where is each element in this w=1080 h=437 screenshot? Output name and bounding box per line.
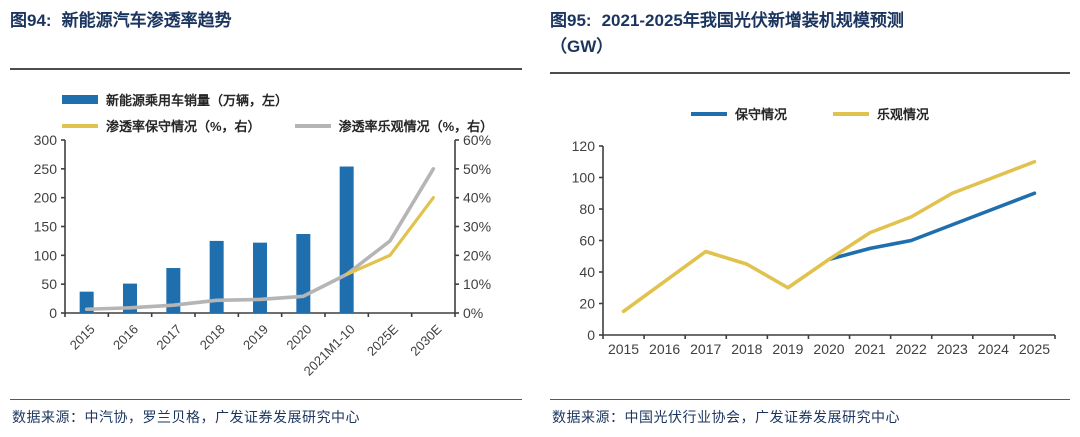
- y-axis-tick-label: 80: [579, 201, 595, 217]
- figure-94-title: 图94: 新能源汽车渗透率趋势: [10, 8, 232, 34]
- legend-label: 新能源乘用车销量（万辆，左）: [106, 93, 289, 108]
- x-axis-category-label: 2020: [283, 322, 314, 353]
- x-axis-category-label: 2016: [110, 322, 141, 353]
- legend-swatch: [62, 95, 98, 104]
- optimistic-line: [621, 159, 1037, 314]
- legend-swatch: [294, 123, 331, 128]
- legend-item: 新能源乘用车销量（万辆，左）: [62, 90, 288, 109]
- x-axis-year-label: 2017: [690, 341, 721, 357]
- x-axis-year-label: 2023: [937, 341, 968, 357]
- legend-item: 保守情况: [690, 104, 787, 123]
- figure-95-title-line2: （GW）: [550, 37, 614, 57]
- figure-95-source-rule: [550, 399, 1070, 400]
- right-axis-tick-label: 60%: [463, 132, 491, 148]
- pv-forecast-chart-canvas: 0 20 40 60 80 100 120 2015 2016 2017 2018 2019 2020 2…: [572, 138, 1056, 357]
- left-axis-tick-label: 200: [34, 190, 58, 206]
- x-axis-year-label: 2015: [608, 341, 639, 357]
- legend-item: 渗透率保守情况（%，右）: [62, 116, 261, 135]
- right-axis-tick-label: 50%: [463, 161, 491, 177]
- x-axis-category-label: 2015: [67, 322, 98, 353]
- legend-swatch: [62, 123, 98, 128]
- x-axis-year-label: 2019: [772, 341, 803, 357]
- figure-94-legend: 新能源乘用车销量（万辆，左） 渗透率保守情况（%，右） 渗透率乐观情况（%，右）: [62, 90, 512, 135]
- left-axis-tick-label: 150: [34, 219, 58, 235]
- legend-swatch: [690, 111, 727, 116]
- x-axis-year-label: 2016: [649, 341, 680, 357]
- figure-94-title-text: 新能源汽车渗透率趋势: [61, 11, 232, 30]
- y-axis-tick-label: 60: [579, 233, 595, 249]
- x-axis-year-label: 2025: [1019, 341, 1050, 357]
- figure-95-label: 图95:: [550, 11, 592, 30]
- optimistic-penetration-line: [84, 167, 436, 312]
- x-axis-category-label: 2019: [240, 322, 271, 353]
- y-axis-tick-label: 0: [587, 327, 595, 343]
- legend-label: 保守情况: [734, 107, 787, 122]
- x-axis-year-label: 2024: [978, 341, 1009, 357]
- x-axis-year-label: 2021: [855, 341, 886, 357]
- sales-bar: [123, 283, 137, 313]
- y-axis-tick-label: 100: [572, 170, 596, 186]
- conservative-penetration-line: [345, 196, 435, 276]
- left-axis-tick-label: 250: [34, 161, 58, 177]
- x-axis-category-label: 2025E: [364, 321, 401, 358]
- right-axis-tick-label: 30%: [463, 219, 491, 235]
- left-axis-tick-label: 50: [41, 276, 57, 292]
- figure-94-source-rule: [10, 399, 522, 400]
- figure-95-title-text: 2021-2025年我国光伏新增装机规模预测: [601, 11, 904, 30]
- figure-95-legend: 保守情况 乐观情况: [550, 104, 1070, 123]
- legend-item: 渗透率乐观情况（%，右）: [294, 116, 494, 135]
- sales-bar: [296, 233, 311, 313]
- y-axis-tick-label: 120: [572, 138, 596, 154]
- figure-94-title-rule: [10, 68, 522, 70]
- legend-swatch: [833, 111, 869, 116]
- y-axis-tick-label: 40: [579, 264, 595, 280]
- figure-94-source: 数据来源：中汽协，罗兰贝格，广发证券发展研究中心: [12, 409, 360, 425]
- sales-bar: [209, 240, 224, 313]
- sales-bar: [339, 166, 354, 313]
- x-axis-year-label: 2018: [731, 341, 762, 357]
- left-axis-tick-label: 0: [49, 305, 57, 321]
- left-axis-tick-label: 100: [34, 247, 58, 263]
- legend-label: 渗透率乐观情况（%，右）: [338, 119, 494, 134]
- x-axis-category-label: 2030E: [407, 321, 444, 358]
- figure-95-title: 图95: 2021-2025年我国光伏新增装机规模预测 （GW）: [550, 8, 904, 61]
- figure-95-source: 数据来源：中国光伏行业协会，广发证券发展研究中心: [552, 409, 900, 425]
- x-axis-category-label: 2018: [197, 322, 228, 353]
- x-axis-year-label: 2020: [813, 341, 844, 357]
- left-axis-tick-label: 300: [34, 132, 58, 148]
- figure-95-title-rule: [550, 72, 1070, 74]
- legend-label: 渗透率保守情况（%，右）: [106, 119, 261, 134]
- right-axis-tick-label: 10%: [463, 276, 491, 292]
- conservative-line: [827, 191, 1037, 262]
- figure-94-label: 图94:: [10, 11, 52, 30]
- sales-bar: [166, 268, 181, 313]
- right-axis-tick-label: 20%: [463, 247, 491, 263]
- nev-penetration-chart-canvas: 0 50 100 150 200 250 300 0% 10% 20% 30% 40% 50% 60% 20…: [34, 132, 491, 379]
- legend-item: 乐观情况: [833, 104, 929, 123]
- sales-bar: [253, 242, 267, 313]
- legend-label: 乐观情况: [877, 107, 930, 122]
- right-axis-tick-label: 0%: [463, 305, 483, 321]
- y-axis-tick-label: 20: [579, 296, 595, 312]
- x-axis-category-label: 2017: [153, 322, 184, 353]
- x-axis-year-label: 2022: [896, 341, 927, 357]
- right-axis-tick-label: 40%: [463, 190, 491, 206]
